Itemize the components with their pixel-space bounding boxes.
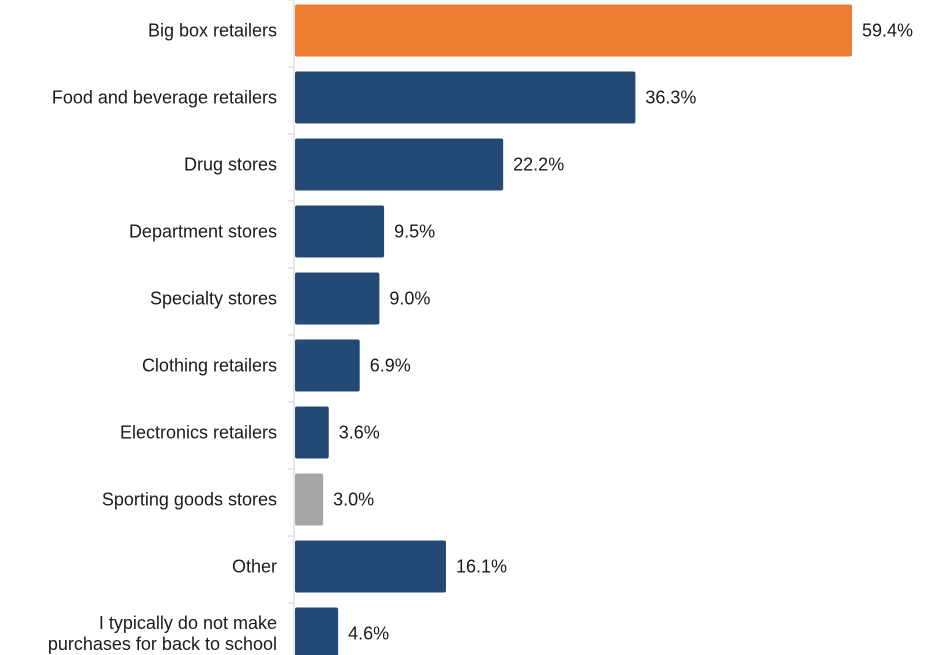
value-label: 6.9% — [370, 356, 411, 376]
category-label: Department stores — [129, 222, 277, 242]
bar — [295, 71, 636, 124]
category-label-line: Sporting goods stores — [102, 490, 277, 510]
category-label-line: Drug stores — [184, 155, 277, 175]
category-label-line: Specialty stores — [150, 289, 277, 309]
category-label-line: Food and beverage retailers — [52, 88, 277, 108]
value-label: 3.0% — [333, 490, 374, 510]
bar — [295, 272, 380, 325]
category-label-line: Electronics retailers — [120, 423, 277, 443]
y-axis-ticks — [288, 0, 294, 604]
bar — [295, 607, 339, 655]
category-label: Food and beverage retailers — [52, 88, 277, 108]
value-label: 4.6% — [348, 624, 389, 644]
value-label: 59.4% — [862, 21, 913, 41]
value-label: 9.0% — [389, 289, 430, 309]
value-label: 9.5% — [394, 222, 435, 242]
value-label: 36.3% — [645, 88, 696, 108]
category-label: Drug stores — [184, 155, 277, 175]
category-label-line: Big box retailers — [148, 21, 277, 41]
category-label: Specialty stores — [150, 289, 277, 309]
category-label-line: Other — [232, 557, 277, 577]
bar — [295, 4, 852, 57]
category-label: Big box retailers — [148, 21, 277, 41]
category-label: Clothing retailers — [142, 356, 277, 376]
category-label-line: Department stores — [129, 222, 277, 242]
value-label: 3.6% — [339, 423, 380, 443]
bars — [295, 4, 852, 655]
bar — [295, 540, 446, 593]
category-labels: Big box retailers Food and beverage retai… — [48, 21, 277, 655]
bar — [295, 406, 329, 459]
bar — [295, 205, 385, 258]
bar — [295, 339, 360, 392]
category-label: Other — [232, 557, 277, 577]
category-label: Electronics retailers — [120, 423, 277, 443]
category-label: I typically do not make purchases for bac… — [48, 613, 277, 654]
category-label: Sporting goods stores — [102, 490, 277, 510]
category-label-line: Clothing retailers — [142, 356, 277, 376]
category-label-line: purchases for back to school — [48, 634, 277, 654]
value-labels: 59.4% 36.3% 22.2% 9.5% 9.0% 6.9% 3.6% 3.0% 16.1%… — [333, 21, 913, 644]
category-label-line: I typically do not make — [99, 613, 277, 633]
value-label: 22.2% — [513, 155, 564, 175]
value-label: 16.1% — [456, 557, 507, 577]
bar — [295, 138, 504, 191]
bar — [295, 473, 324, 526]
